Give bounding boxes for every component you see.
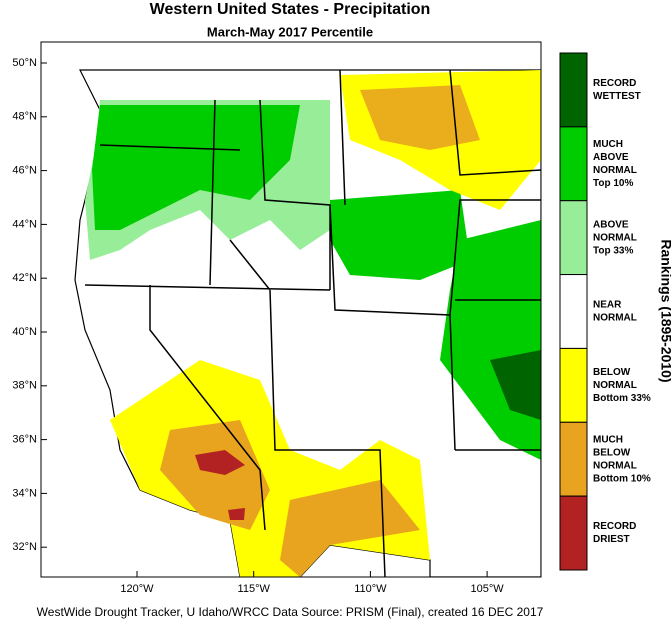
region bbox=[330, 190, 470, 280]
legend-label: NORMAL bbox=[593, 165, 637, 176]
region bbox=[92, 105, 300, 230]
legend-label: NORMAL bbox=[593, 232, 637, 243]
legend-label: NORMAL bbox=[593, 380, 637, 391]
state-borders bbox=[84, 69, 541, 577]
title: Western United States - Precipitation bbox=[150, 1, 431, 18]
lat-label: 44°N bbox=[12, 218, 37, 230]
subtitle: March-May 2017 Percentile bbox=[207, 24, 373, 39]
lat-label: 32°N bbox=[12, 541, 37, 553]
legend-swatch bbox=[559, 421, 588, 497]
legend-label: Bottom 10% bbox=[593, 473, 651, 484]
region bbox=[195, 450, 245, 475]
legend-label: RECORD bbox=[593, 78, 636, 89]
region bbox=[490, 350, 541, 420]
legend-label: MUCH bbox=[593, 139, 623, 150]
region bbox=[280, 480, 420, 577]
lat-label: 42°N bbox=[12, 272, 37, 284]
lat-label: 40°N bbox=[12, 326, 37, 338]
legend-label: NORMAL bbox=[593, 460, 637, 471]
region bbox=[228, 508, 245, 520]
legend-swatch bbox=[559, 52, 588, 128]
legend-label: Bottom 33% bbox=[593, 393, 651, 404]
legend-swatch bbox=[559, 495, 588, 571]
legend-label: Top 10% bbox=[593, 178, 633, 189]
legend-label: ABOVE bbox=[593, 219, 629, 230]
legend-label: WETTEST bbox=[593, 91, 641, 102]
lat-label: 38°N bbox=[12, 380, 37, 392]
legend-swatch bbox=[559, 347, 588, 423]
lat-label: 46°N bbox=[12, 165, 37, 177]
legend-label: NORMAL bbox=[593, 313, 637, 324]
region bbox=[360, 85, 480, 150]
map bbox=[40, 41, 542, 578]
legend-label: MUCH bbox=[593, 434, 623, 445]
legend-label: DRIEST bbox=[593, 534, 630, 545]
lon-label: 120°W bbox=[120, 583, 154, 595]
legend-label: NEAR bbox=[593, 300, 622, 311]
lat-label: 36°N bbox=[12, 434, 37, 446]
legend-swatch bbox=[559, 126, 588, 202]
lon-label: 105°W bbox=[471, 583, 505, 595]
legend-label: RECORD bbox=[593, 521, 636, 532]
lon-label: 110°W bbox=[354, 583, 387, 595]
lat-label: 48°N bbox=[12, 111, 37, 123]
lat-label: 50°N bbox=[12, 57, 37, 69]
legend-swatch bbox=[559, 274, 588, 349]
footer: WestWide Drought Tracker, U Idaho/WRCC D… bbox=[37, 605, 544, 619]
legend-label: BELOW bbox=[593, 367, 631, 378]
lon-label: 115°W bbox=[238, 583, 271, 595]
lat-label: 34°N bbox=[12, 487, 37, 499]
legend-axis-label: Rankings (1895-2010) bbox=[658, 239, 671, 382]
legend-swatch bbox=[559, 200, 588, 276]
legend-label: ABOVE bbox=[593, 152, 629, 163]
legend-label: BELOW bbox=[593, 447, 631, 458]
legend-label: Top 33% bbox=[593, 245, 633, 256]
